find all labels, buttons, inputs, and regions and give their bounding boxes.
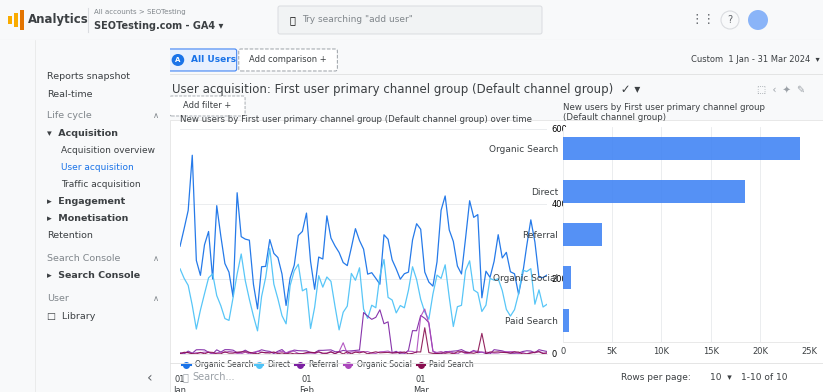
Bar xyxy=(8,16,12,24)
FancyBboxPatch shape xyxy=(239,49,337,71)
Text: Custom  1 Jan - 31 Mar 2024  ▾: Custom 1 Jan - 31 Mar 2024 ▾ xyxy=(691,56,820,65)
Bar xyxy=(0,40,35,392)
Text: Organic Search: Organic Search xyxy=(195,361,253,370)
Bar xyxy=(563,137,799,160)
Text: Traffic acquisition: Traffic acquisition xyxy=(61,180,141,189)
Bar xyxy=(563,266,571,289)
Text: Life cycle: Life cycle xyxy=(48,111,92,120)
Text: 01: 01 xyxy=(174,375,185,384)
FancyBboxPatch shape xyxy=(170,96,245,116)
Text: User: User xyxy=(48,294,69,303)
Text: Reports snapshot: Reports snapshot xyxy=(48,73,131,82)
Text: □  Library: □ Library xyxy=(48,312,95,321)
Text: Paid Search: Paid Search xyxy=(430,361,474,370)
Text: Search Console: Search Console xyxy=(48,254,121,263)
Text: 10  ▾: 10 ▾ xyxy=(709,373,732,382)
Text: Analytics: Analytics xyxy=(28,13,89,27)
Text: All Users: All Users xyxy=(190,56,235,65)
Text: User acquisition: User acquisition xyxy=(61,163,134,172)
Text: ⋮⋮: ⋮⋮ xyxy=(690,13,715,27)
Text: 🔍: 🔍 xyxy=(290,15,296,25)
Bar xyxy=(563,180,746,203)
Text: All accounts > SEOTesting: All accounts > SEOTesting xyxy=(94,9,186,15)
Text: Organic Social: Organic Social xyxy=(356,361,412,370)
Text: New users by First user primary channel group (Default channel group) over time: New users by First user primary channel … xyxy=(180,115,532,124)
Text: New users by First user primary channel group
(Default channel group): New users by First user primary channel … xyxy=(563,103,765,122)
Text: Referral: Referral xyxy=(308,361,338,370)
Text: ?: ? xyxy=(728,15,732,25)
Text: Direct: Direct xyxy=(267,361,291,370)
Bar xyxy=(14,13,18,27)
FancyBboxPatch shape xyxy=(278,6,542,34)
Text: A: A xyxy=(175,57,180,63)
Text: Jan: Jan xyxy=(174,386,187,392)
Text: ▸  Monetisation: ▸ Monetisation xyxy=(48,214,129,223)
Text: 🔍: 🔍 xyxy=(182,372,188,382)
Text: ‹: ‹ xyxy=(146,371,152,385)
Text: Add comparison +: Add comparison + xyxy=(249,56,327,65)
Text: ▾  Acquisition: ▾ Acquisition xyxy=(48,129,119,138)
Text: Retention: Retention xyxy=(48,231,93,240)
Text: ∧: ∧ xyxy=(153,294,159,303)
FancyBboxPatch shape xyxy=(167,49,237,71)
Text: Acquisition overview: Acquisition overview xyxy=(61,146,155,155)
Text: Real-time: Real-time xyxy=(48,90,93,99)
Text: ▸  Engagement: ▸ Engagement xyxy=(48,197,126,206)
Text: Mar: Mar xyxy=(413,386,429,392)
Text: User acquisition: First user primary channel group (Default channel group)  ✓ ▾: User acquisition: First user primary cha… xyxy=(172,83,640,96)
Bar xyxy=(563,309,569,332)
Text: Try searching "add user": Try searching "add user" xyxy=(302,16,413,24)
Text: ∧: ∧ xyxy=(153,254,159,263)
Circle shape xyxy=(748,10,768,30)
Text: 01: 01 xyxy=(416,375,426,384)
Bar xyxy=(0,40,823,392)
Bar xyxy=(170,120,823,392)
Text: Rows per page:: Rows per page: xyxy=(621,373,690,382)
Text: Add filter +: Add filter + xyxy=(184,102,231,111)
Text: 01: 01 xyxy=(301,375,312,384)
Text: SEOTesting.com - GA4 ▾: SEOTesting.com - GA4 ▾ xyxy=(94,21,223,31)
Bar xyxy=(20,10,25,30)
Bar xyxy=(563,223,602,246)
Text: ∧: ∧ xyxy=(153,111,159,120)
Text: ▸  Search Console: ▸ Search Console xyxy=(48,271,141,280)
Text: 1-10 of 10: 1-10 of 10 xyxy=(742,373,788,382)
Circle shape xyxy=(172,54,184,66)
Text: ⬚  ‹  ✦  ✎: ⬚ ‹ ✦ ✎ xyxy=(757,85,805,95)
Text: Search...: Search... xyxy=(193,372,235,382)
Text: Feb: Feb xyxy=(299,386,314,392)
